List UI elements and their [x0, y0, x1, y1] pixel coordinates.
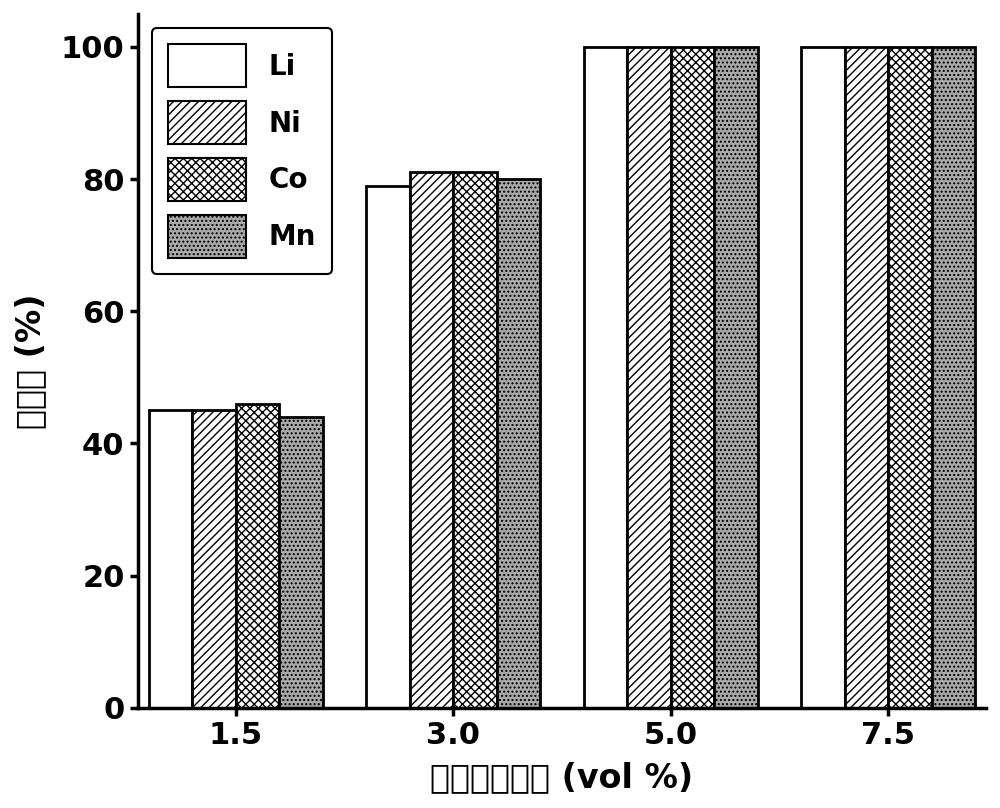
Bar	[801, 47, 845, 708]
Bar	[584, 47, 627, 708]
Bar	[497, 179, 540, 708]
Bar	[627, 47, 671, 708]
Bar	[888, 47, 932, 708]
Bar	[149, 410, 192, 708]
Bar	[453, 172, 497, 708]
Bar	[366, 186, 410, 708]
Bar	[279, 417, 323, 708]
Y-axis label: 浸出率 (%): 浸出率 (%)	[14, 293, 47, 428]
Bar	[192, 410, 236, 708]
Bar	[932, 47, 975, 708]
Bar	[671, 47, 714, 708]
Legend: Li, Ni, Co, Mn: Li, Ni, Co, Mn	[152, 27, 332, 275]
Bar	[410, 172, 453, 708]
Bar	[714, 47, 758, 708]
Bar	[845, 47, 888, 708]
X-axis label: 过氧乙酸浓度 (vol %): 过氧乙酸浓度 (vol %)	[430, 761, 693, 794]
Bar	[236, 404, 279, 708]
